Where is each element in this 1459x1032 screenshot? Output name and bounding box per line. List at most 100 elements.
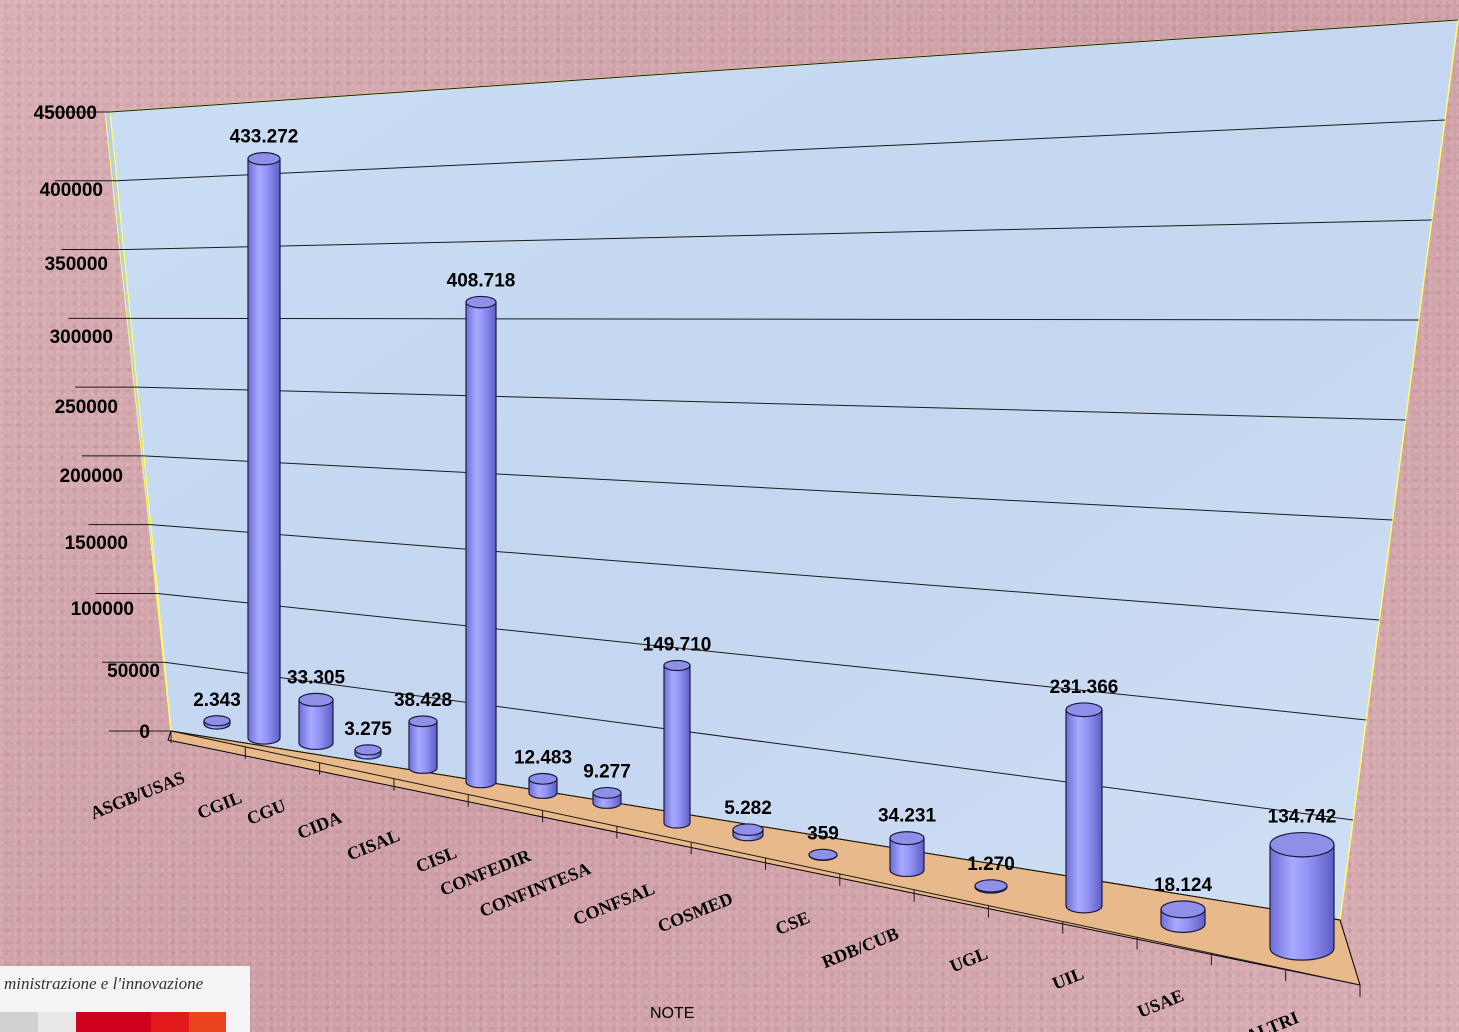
bar (247, 152, 281, 745)
data-label: 18.124 (1154, 875, 1213, 896)
bar (528, 772, 558, 799)
data-label: 34.231 (878, 806, 937, 827)
y-tick-label: 0 (139, 722, 150, 743)
bar (1160, 900, 1206, 933)
gridline (137, 386, 1406, 421)
data-label: 2.343 (193, 690, 241, 711)
bar (1065, 702, 1103, 914)
x-category-label: RDB/CUB (819, 923, 902, 972)
bar-top (1065, 702, 1103, 718)
y-tick-label: 50000 (107, 661, 160, 682)
data-label: 408.718 (447, 270, 516, 291)
bar (465, 295, 497, 789)
x-category-label: CIDA (294, 807, 344, 843)
bar (808, 848, 838, 861)
bar-top (1269, 831, 1335, 858)
gridline (116, 119, 1445, 182)
note-label: NOTE (650, 1005, 695, 1022)
bar-body (465, 301, 497, 789)
data-label: 38.428 (394, 690, 452, 711)
y-tick-label: 200000 (60, 466, 123, 487)
logo-color-bar (0, 1012, 226, 1032)
bar-top (465, 295, 497, 309)
x-axis-line (170, 730, 1361, 986)
bar (408, 715, 438, 774)
logo-color-stripe (0, 1012, 38, 1032)
bar (203, 715, 231, 730)
bar (1269, 831, 1335, 961)
bar-top (354, 744, 382, 756)
x-category-label: COSMED (655, 888, 736, 936)
gridline (130, 317, 1419, 321)
bar (592, 786, 622, 809)
data-label: 9.277 (583, 762, 631, 783)
x-category-label: CISAL (344, 825, 403, 864)
y-tick-label: 400000 (40, 180, 103, 201)
bar (974, 879, 1008, 894)
data-label: 134.742 (1268, 807, 1337, 828)
y-tick-label: 300000 (50, 327, 113, 348)
bar-top (1160, 900, 1206, 919)
bar-top (808, 848, 838, 861)
y-tick-label: 100000 (71, 599, 134, 620)
y-tick-label: 250000 (55, 397, 118, 418)
y-axis: 0 50000 100000 150000 200000 250000 300000 3500… (34, 103, 171, 743)
x-category-label: USAE (1134, 985, 1186, 1022)
x-category-label: CISL (413, 842, 459, 876)
logo-color-stripe (76, 1012, 151, 1032)
bar-body (889, 837, 925, 878)
x-category-label: CSE (773, 907, 813, 939)
bar (732, 823, 764, 842)
data-label: 359 (807, 823, 839, 844)
bar-top (528, 772, 558, 785)
bar (663, 659, 691, 829)
data-label: 231.366 (1050, 677, 1119, 698)
logo-color-stripe (38, 1012, 76, 1032)
y-tick-label: 350000 (45, 254, 108, 275)
x-category-label: ALTRI (1243, 1007, 1302, 1032)
x-category-label: CONFSAL (570, 878, 657, 929)
gridline (157, 592, 1367, 721)
gridlines (109, 19, 1459, 921)
x-category-label: UGL (947, 943, 991, 976)
data-label: 33.305 (287, 667, 346, 688)
gridline (123, 219, 1432, 251)
bar-top (408, 715, 438, 728)
data-label: 1.270 (967, 854, 1015, 875)
gridline (143, 455, 1393, 521)
gridline (109, 19, 1459, 113)
x-category-label: ASGB/USAS (87, 767, 187, 823)
data-label: 5.282 (724, 798, 772, 819)
bar (889, 831, 925, 878)
gridline (150, 524, 1380, 621)
back-wall (109, 19, 1459, 921)
data-label: 3.275 (344, 719, 392, 740)
logo-color-stripe (151, 1012, 189, 1032)
bar-body (1065, 709, 1103, 914)
bar-body (1269, 844, 1335, 961)
bar-top (203, 715, 231, 727)
gridline (164, 661, 1354, 821)
data-label: 12.483 (514, 748, 572, 769)
bar (354, 744, 382, 760)
y-tick-label: 150000 (65, 533, 128, 554)
data-label: 433.272 (230, 127, 299, 148)
bar-top (732, 823, 764, 836)
logo-color-stripe (189, 1012, 226, 1032)
y-tick-label: 450000 (34, 103, 97, 124)
x-category-label: CGU (244, 795, 289, 829)
bar-top (247, 152, 281, 166)
logo-text: ministrazione e l'innovazione (4, 974, 204, 993)
x-category-label: CGIL (194, 787, 244, 823)
ministry-logo: ministrazione e l'innovazione (0, 966, 250, 1032)
bar (298, 692, 334, 751)
bar-body (408, 720, 438, 774)
bar-top (889, 831, 925, 846)
bar-body (663, 664, 691, 829)
bar-top (592, 786, 622, 799)
bar-top (663, 659, 691, 672)
data-label: 149.710 (643, 635, 712, 656)
bar-body (298, 699, 334, 751)
